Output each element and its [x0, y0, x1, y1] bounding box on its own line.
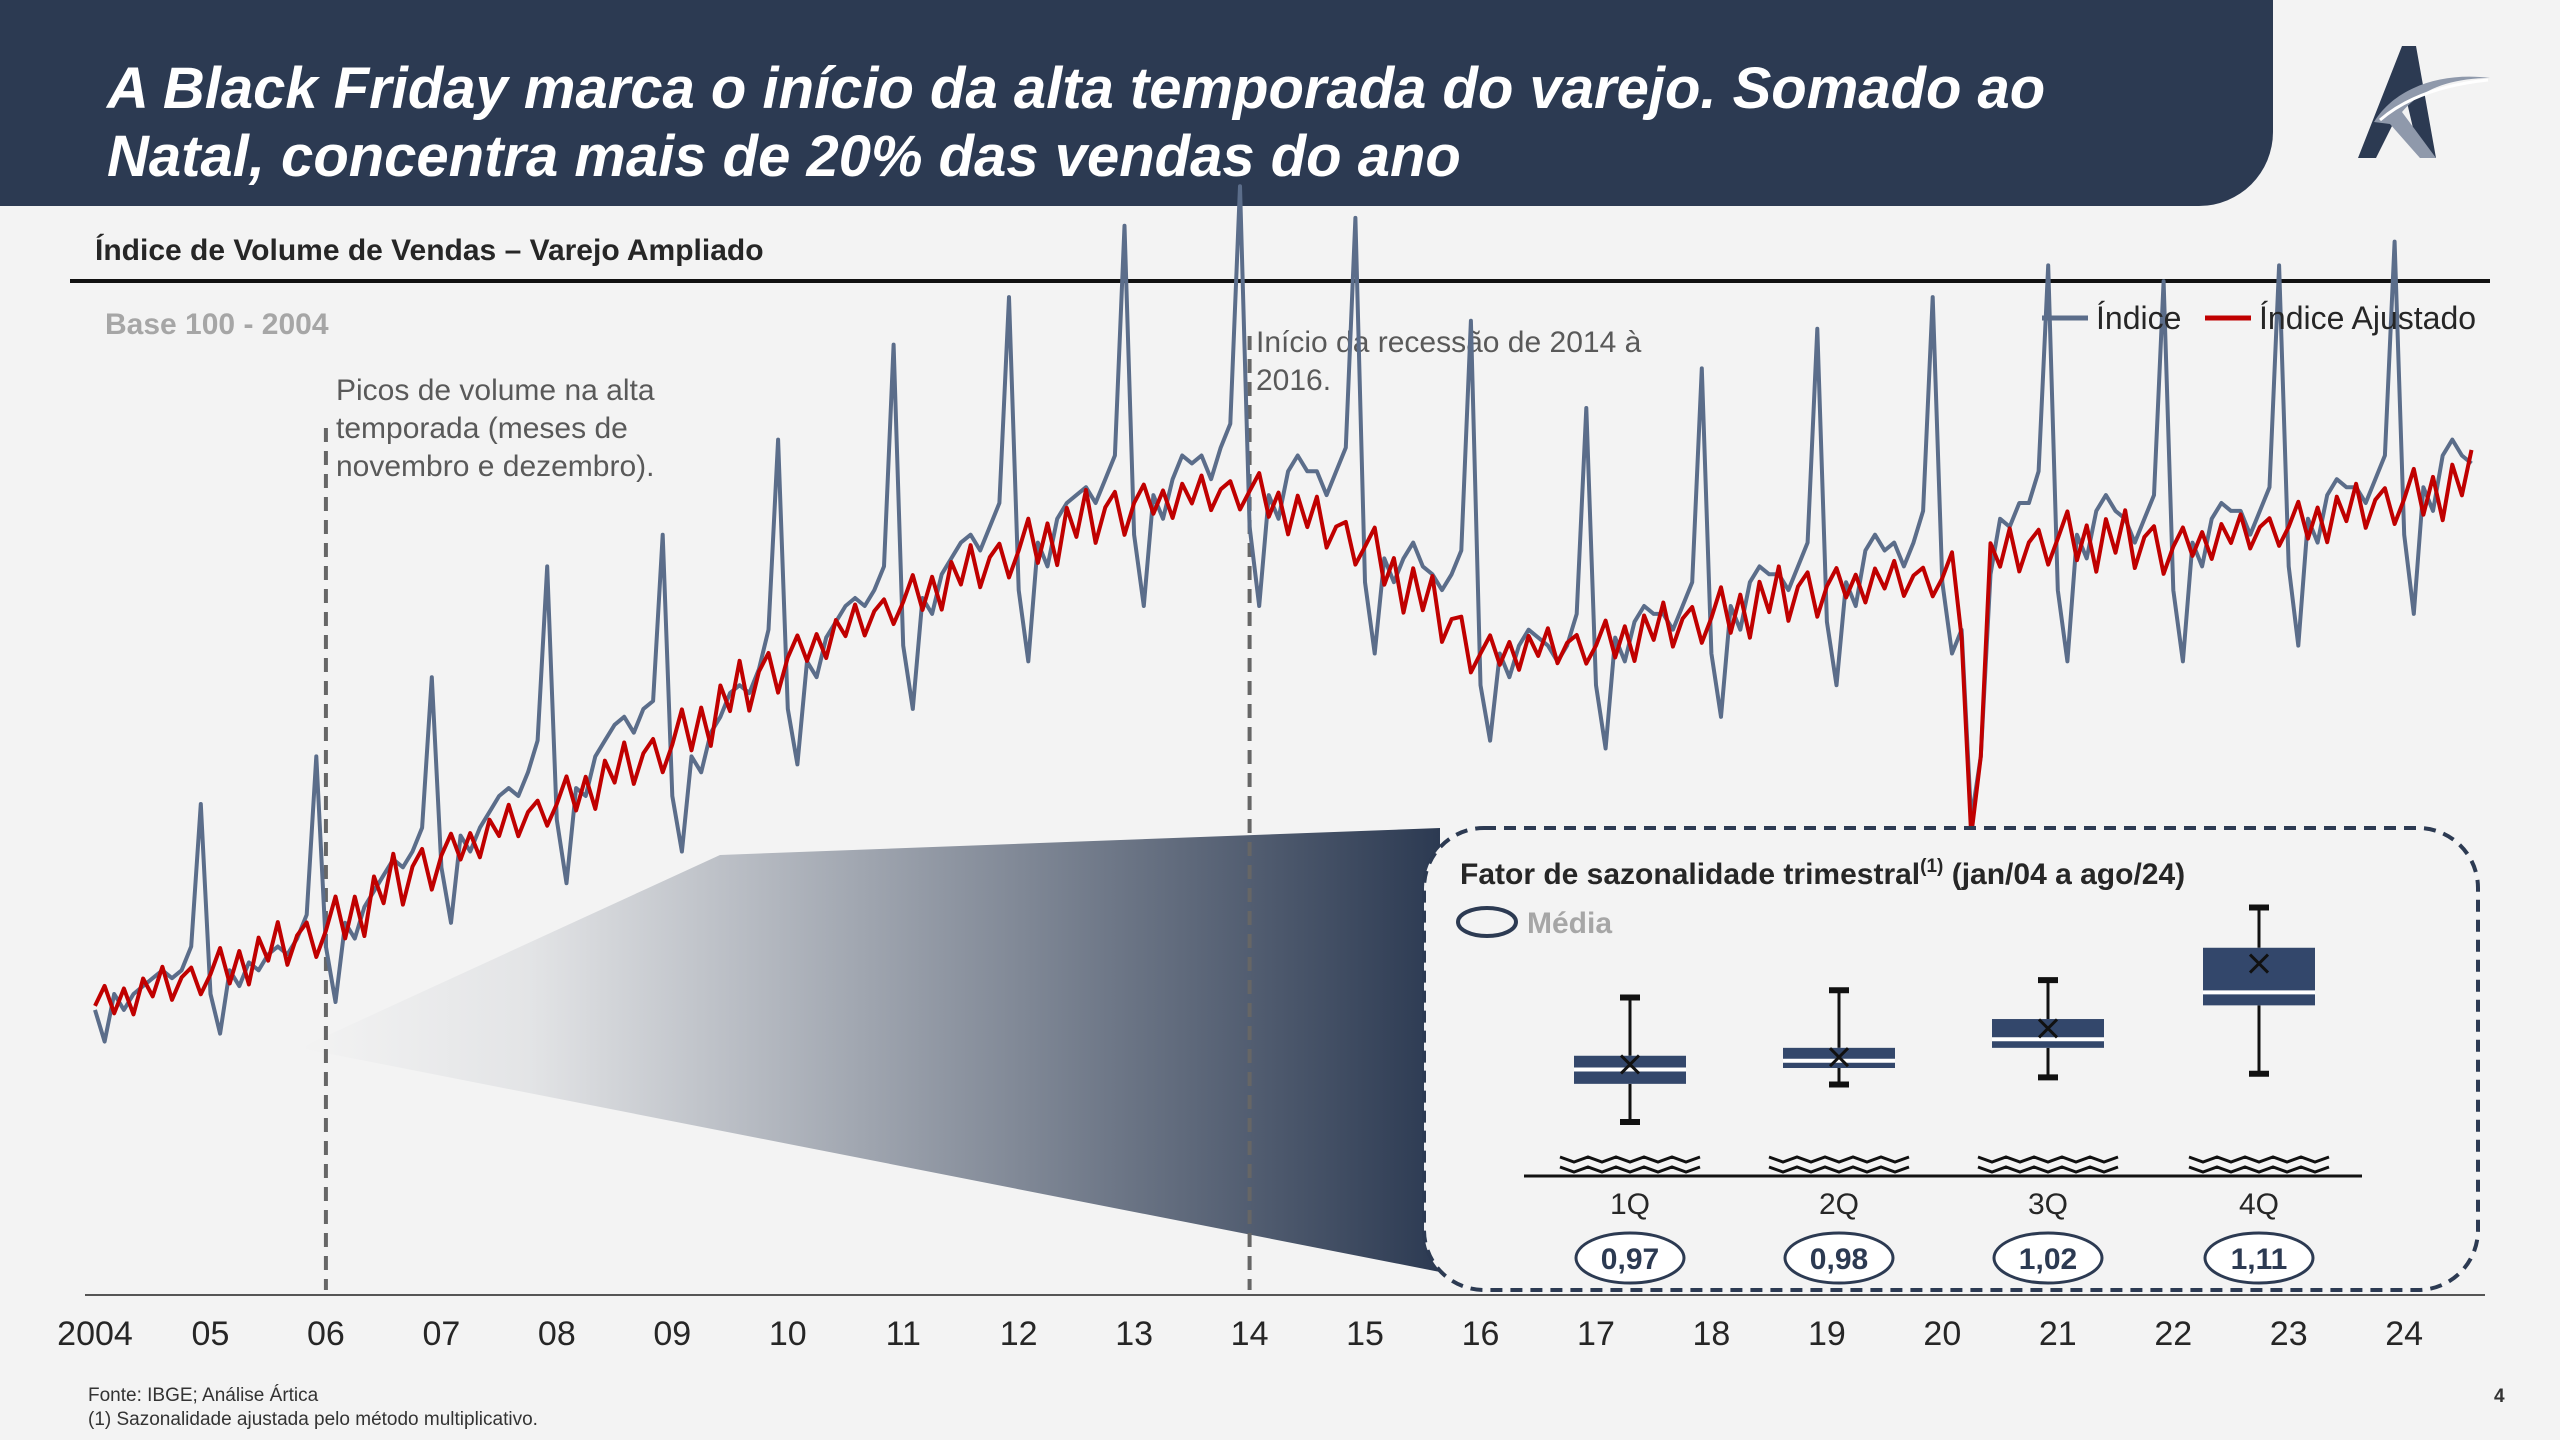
mean-label-oval	[1992, 1231, 2104, 1285]
x-tick-label: 24	[2385, 1315, 2423, 1353]
mean-label-oval	[1783, 1231, 1895, 1285]
axis-break-wave	[1768, 1155, 1910, 1164]
header-band	[0, 0, 2273, 206]
title-rule	[70, 279, 2490, 283]
inset-legend-mean-label: Média	[1527, 907, 1612, 940]
box-1Q: 1Q 0,97	[1559, 994, 1701, 1285]
category-label: 3Q	[2028, 1188, 2068, 1221]
footnotes: Fonte: IBGE; Análise Ártica (1) Sazonali…	[88, 1384, 538, 1432]
series-indice-ajustado-line	[93, 449, 2474, 1017]
legend-label-indice: Índice	[2096, 300, 2181, 336]
axis-break-wave	[1768, 1165, 1910, 1174]
x-tick-label: 18	[1693, 1315, 1731, 1353]
x-tick-label: 11	[886, 1315, 921, 1353]
mean-marker	[2037, 1018, 2059, 1039]
footnote-seasonality: (1) Sazonalidade ajustada pelo método mu…	[88, 1409, 538, 1430]
annotation-text-recession: Início da recessão de 2014 à 2016.	[1256, 326, 1642, 397]
x-tick-label: 15	[1346, 1315, 1384, 1353]
x-tick-label: 10	[769, 1315, 807, 1353]
category-label: 4Q	[2239, 1188, 2279, 1221]
category-label: 1Q	[1610, 1188, 1650, 1221]
title-line-1: A Black Friday marca o início da alta te…	[107, 56, 2046, 121]
axis-break-wave	[2188, 1165, 2330, 1174]
x-tick-label: 14	[1231, 1315, 1269, 1353]
mean-label: 0,98	[1810, 1243, 1868, 1276]
x-tick-label: 16	[1462, 1315, 1500, 1353]
x-tick-label: 2004	[57, 1315, 133, 1353]
x-tick-label: 13	[1115, 1315, 1153, 1353]
x-tick-label: 19	[1808, 1315, 1846, 1353]
mean-label-oval	[1574, 1231, 1686, 1285]
mean-label: 1,02	[2019, 1243, 2077, 1276]
artica-logo-icon	[2358, 46, 2490, 158]
x-tick-label: 07	[422, 1315, 460, 1353]
x-tick-label: 23	[2270, 1315, 2308, 1353]
axis-break-wave	[1559, 1155, 1701, 1164]
footnote-source: Fonte: IBGE; Análise Ártica	[88, 1385, 319, 1406]
mean-label-oval	[2203, 1231, 2315, 1285]
axis-break-wave	[2188, 1155, 2330, 1164]
x-tick-label: 17	[1577, 1315, 1615, 1353]
box-2Q: 2Q 0,98	[1768, 987, 1910, 1285]
slide-title: A Black Friday marca o início da alta te…	[107, 55, 2227, 191]
page-number: 4	[2494, 1386, 2505, 1407]
mean-marker	[1619, 1054, 1641, 1075]
zoom-wedge	[300, 828, 1440, 1272]
x-tick-label: 20	[1923, 1315, 1961, 1353]
mean-marker	[2248, 953, 2270, 974]
annotation-text-peaks: Picos de volume na alta temporada (meses …	[336, 374, 655, 483]
x-tick-label: 06	[307, 1315, 345, 1353]
x-tick-label: 09	[653, 1315, 691, 1353]
x-tick-label: 12	[1000, 1315, 1038, 1353]
x-tick-label: 22	[2154, 1315, 2192, 1353]
axis-break-wave	[1977, 1155, 2119, 1164]
category-label: 2Q	[1819, 1188, 1859, 1221]
base-label: Base 100 - 2004	[105, 308, 329, 341]
box-body	[1992, 1019, 2104, 1048]
x-tick-label: 05	[192, 1315, 230, 1353]
axis-break-wave	[1559, 1165, 1701, 1174]
inset-title: Fator de sazonalidade trimestral(1) (jan…	[1460, 856, 2185, 891]
x-tick-label: 21	[2039, 1315, 2077, 1353]
inset-legend-mean-swatch	[1456, 906, 1518, 938]
title-line-2: Natal, concentra mais de 20% das vendas …	[107, 124, 1461, 189]
mean-label: 0,97	[1601, 1243, 1659, 1276]
box-body	[2203, 947, 2315, 1006]
legend-label-ajustado: Índice Ajustado	[2259, 300, 2476, 336]
x-tick-label: 08	[538, 1315, 576, 1353]
box-4Q: 4Q 1,11	[2188, 904, 2330, 1285]
axis-break-wave	[1977, 1165, 2119, 1174]
chart-subtitle: Índice de Volume de Vendas – Varejo Ampl…	[95, 234, 764, 267]
mean-label: 1,11	[2231, 1243, 2288, 1276]
mean-marker	[1828, 1047, 1850, 1068]
box-3Q: 3Q 1,02	[1977, 977, 2119, 1285]
